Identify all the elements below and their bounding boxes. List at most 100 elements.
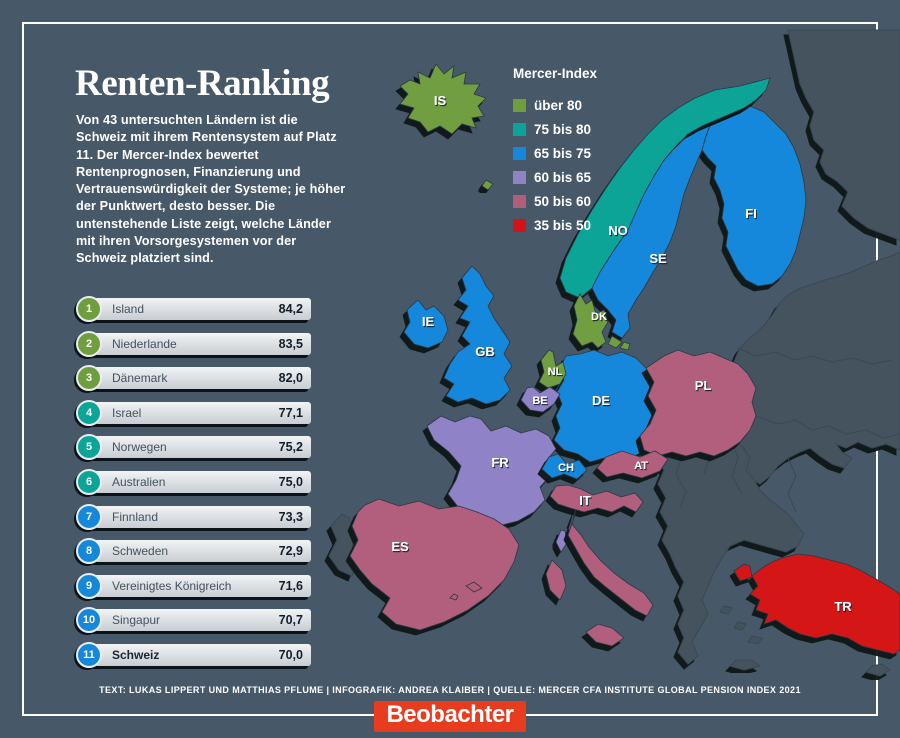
country-borders [673, 347, 900, 513]
rank-number: 3 [85, 372, 93, 385]
country-label-is: IS [434, 93, 447, 108]
legend-item: über 80 [513, 93, 597, 117]
legend-item: 60 bis 65 [513, 165, 597, 189]
country-label-no: NO [608, 223, 628, 238]
country-name: Finnland [112, 509, 159, 524]
legend-swatch [513, 98, 526, 112]
rank-badge: 11 [76, 641, 102, 668]
island-aegean-3 [747, 635, 763, 645]
country-shape-balearics-1 [465, 581, 483, 593]
rank-number: 4 [85, 406, 93, 419]
legend-label: 35 bis 50 [534, 217, 592, 233]
country-shape-dk-island-1 [607, 335, 623, 349]
logo-wrap: Beobachter [0, 701, 900, 732]
country-name: Vereinigtes Königreich [112, 578, 232, 593]
ranking-row: 3 Dänemark 82,0 [76, 365, 311, 392]
rank-number: 7 [85, 510, 93, 523]
rank-badge: 9 [76, 572, 102, 599]
land-balkans [655, 429, 805, 665]
rank-badge: 7 [76, 503, 102, 530]
legend-swatch [513, 146, 526, 160]
rank-number: 1 [85, 303, 93, 315]
legend-label: 75 bis 80 [534, 121, 592, 137]
country-shape-dk-island-2 [619, 341, 631, 351]
country-score: 84,2 [278, 302, 303, 316]
legend-swatch [513, 218, 526, 232]
beobachter-logo: Beobachter [374, 701, 526, 732]
legend-label: 60 bis 65 [534, 169, 592, 185]
country-shape-it-north [549, 484, 644, 513]
rank-number: 2 [85, 337, 93, 350]
rank-badge: 8 [76, 538, 102, 565]
island-cyprus [865, 663, 891, 677]
ranking-row: 4 Israel 77,1 [76, 399, 311, 426]
rank-badge: 3 [76, 365, 102, 392]
country-name: Australien [112, 474, 166, 489]
rank-number: 11 [83, 648, 95, 661]
country-name: Israel [112, 405, 142, 420]
legend-label: 65 bis 75 [534, 145, 592, 161]
country-label-de: DE [592, 393, 610, 408]
country-shape-it-peninsula [567, 509, 654, 617]
ranking-row: 5 Norwegen 75,2 [76, 434, 311, 461]
rank-badge: 1 [76, 296, 102, 322]
country-name: Dänemark [112, 371, 168, 386]
rank-number: 9 [85, 579, 93, 592]
ranking-row: 1 Island 84,2 [76, 296, 311, 322]
country-label-gb: GB [475, 344, 495, 359]
country-score: 83,5 [278, 336, 303, 351]
country-score: 72,9 [278, 544, 303, 559]
rank-number: 6 [85, 475, 93, 488]
country-shape-nl [538, 349, 567, 389]
country-score: 75,2 [278, 440, 303, 455]
rank-badge: 2 [76, 330, 102, 357]
credits-line: TEXT: LUKAS LIPPERT UND MATTHIAS PFLUME … [99, 685, 801, 695]
legend-label: 50 bis 60 [534, 193, 592, 209]
rank-badge: 4 [76, 399, 102, 426]
ranking-row: 10 Singapur 70,7 [76, 607, 311, 634]
ranking-row: 7 Finnland 73,3 [76, 503, 311, 530]
country-label-be: BE [532, 395, 547, 407]
country-score: 77,1 [278, 405, 303, 420]
ranking-row: 11 Schweiz 70,0 [76, 641, 311, 668]
country-shape-fi [701, 105, 807, 287]
ranking-row: 9 Vereinigtes Königreich 71,6 [76, 572, 311, 599]
country-name: Schweiz [112, 647, 160, 662]
legend-label: über 80 [534, 97, 583, 113]
country-shape-tr [749, 553, 900, 655]
rank-number: 8 [85, 545, 93, 558]
country-shape-ie [403, 299, 449, 349]
country-shape-sicily [585, 623, 625, 647]
rank-badge: 6 [76, 468, 102, 495]
rank-badge: 5 [76, 434, 102, 461]
country-shape-ch [541, 453, 588, 480]
island-crete [729, 659, 762, 671]
country-score: 75,0 [278, 474, 303, 489]
country-label-dk: DK [591, 311, 607, 323]
country-name: Schweden [112, 544, 169, 559]
country-score: 70,7 [278, 613, 303, 628]
country-shape-gb [443, 265, 513, 405]
country-name: Niederlande [112, 336, 177, 351]
country-shape-es [349, 498, 520, 631]
country-shape-be [520, 386, 561, 413]
country-name: Island [112, 302, 145, 316]
rank-badge: 10 [76, 607, 102, 634]
country-label-at: AT [634, 460, 648, 472]
ranking-row: 2 Niederlande 83,5 [76, 330, 311, 357]
country-label-ie: IE [422, 314, 435, 329]
island-aegean-1 [719, 605, 733, 615]
rank-number: 10 [82, 614, 96, 627]
country-label-fi: FI [745, 206, 757, 221]
legend-item: 65 bis 75 [513, 141, 597, 165]
rank-number: 5 [85, 441, 93, 454]
country-shape-at [596, 450, 669, 479]
country-shape-corsica [555, 529, 568, 553]
country-shape-faroe [481, 179, 494, 191]
legend-title: Mercer-Index [513, 66, 598, 81]
legend: Mercer-Index über 80 75 bis 80 65 bis 75… [513, 66, 597, 237]
country-shape-is [399, 63, 487, 135]
country-label-pl: PL [695, 378, 712, 393]
